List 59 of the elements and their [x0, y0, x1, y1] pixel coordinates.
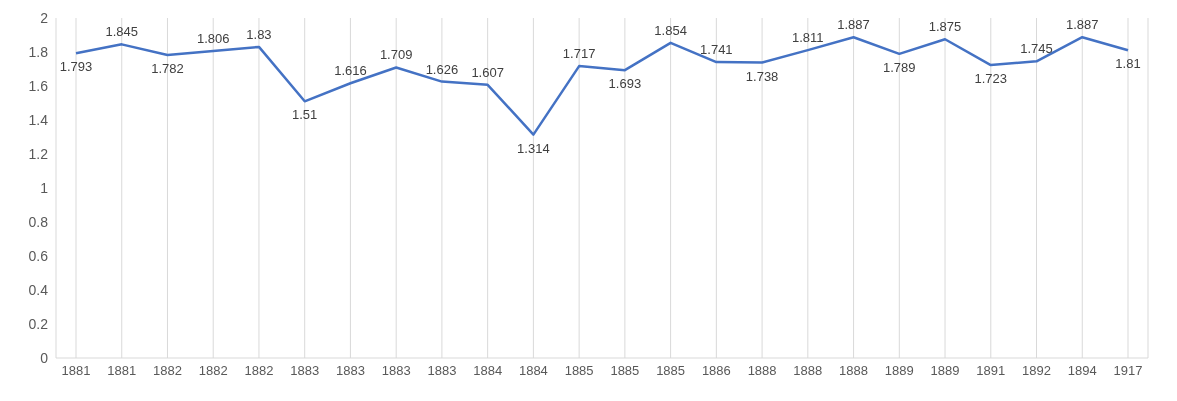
data-label: 1.806 [196, 30, 230, 46]
x-tick-label: 1885 [564, 363, 594, 379]
x-tick-label: 1894 [1067, 363, 1097, 379]
x-tick-label: 1888 [747, 363, 777, 379]
data-label: 1.81 [1115, 56, 1141, 72]
data-label: 1.616 [334, 63, 367, 79]
x-tick-label: 1889 [930, 363, 960, 379]
data-label: 1.741 [700, 42, 733, 58]
x-tick-label: 1882 [244, 363, 274, 379]
y-tick-label: 1.8 [28, 43, 49, 60]
data-label: 1.51 [292, 107, 318, 123]
y-tick-label: 0.4 [28, 281, 49, 298]
x-tick-label: 1886 [701, 363, 731, 379]
x-tick-label: 1888 [793, 363, 823, 379]
data-label: 1.723 [974, 71, 1008, 87]
y-tick-label: 1.2 [28, 145, 49, 162]
x-tick-label: 1885 [656, 363, 686, 379]
x-tick-label: 1892 [1022, 363, 1051, 379]
data-label: 1.811 [792, 30, 824, 46]
x-tick-label: 1882 [153, 363, 182, 379]
x-tick-label: 1882 [198, 363, 228, 379]
data-label: 1.887 [837, 17, 870, 33]
y-tick-label: 1.4 [28, 111, 49, 128]
x-tick-label: 1883 [335, 363, 365, 379]
x-tick-label: 1884 [518, 363, 548, 379]
x-tick-label: 1888 [839, 363, 869, 379]
x-tick-label: 1889 [884, 363, 914, 379]
x-tick-label: 1881 [61, 363, 91, 379]
x-tick-label: 1917 [1113, 363, 1143, 379]
y-tick-label: 2 [40, 9, 49, 26]
x-tick-label: 1881 [107, 363, 137, 379]
data-label: 1.626 [425, 61, 459, 77]
y-tick-label: 0.2 [28, 315, 49, 332]
data-label: 1.607 [471, 64, 504, 80]
data-label: 1.738 [745, 68, 779, 84]
x-tick-label: 1884 [473, 363, 503, 379]
x-tick-label: 1891 [976, 363, 1006, 379]
data-label: 1.314 [517, 140, 550, 156]
data-label: 1.83 [246, 26, 272, 42]
data-label: 1.693 [608, 76, 642, 92]
data-label: 1.793 [59, 59, 93, 75]
y-tick-label: 0.8 [28, 213, 49, 230]
y-tick-label: 0.6 [28, 247, 49, 264]
y-tick-label: 0 [40, 349, 49, 366]
x-tick-label: 1883 [290, 363, 320, 379]
data-label: 1.854 [654, 22, 687, 38]
data-label: 1.782 [151, 61, 184, 77]
data-label: 1.789 [883, 59, 916, 75]
data-label: 1.717 [562, 46, 596, 62]
data-label: 1.845 [105, 24, 139, 40]
x-tick-label: 1883 [427, 363, 457, 379]
x-tick-label: 1883 [381, 363, 411, 379]
y-tick-label: 1.6 [28, 77, 49, 94]
data-label: 1.887 [1065, 17, 1099, 33]
data-label: 1.709 [379, 47, 413, 63]
y-tick-label: 1 [40, 179, 49, 196]
data-label: 1.745 [1020, 41, 1053, 57]
data-label: 1.875 [928, 19, 962, 35]
x-tick-label: 1885 [610, 363, 640, 379]
